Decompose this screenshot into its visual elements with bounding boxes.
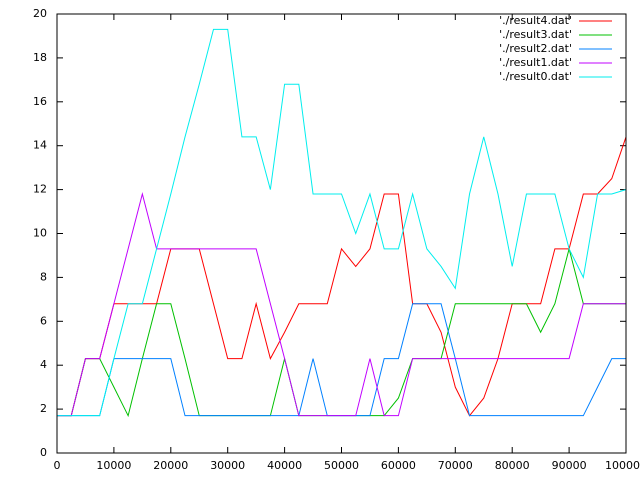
y-tick-label: 6	[40, 314, 47, 327]
x-tick-label: 80000	[495, 459, 530, 472]
y-tick-label: 0	[40, 446, 47, 459]
y-tick-label: 4	[40, 358, 47, 371]
legend-label: './result3.dat'	[499, 28, 572, 41]
y-tick-label: 16	[33, 95, 47, 108]
legend-label: './result1.dat'	[499, 56, 572, 69]
series-line	[57, 191, 626, 417]
x-tick-label: 90000	[552, 459, 587, 472]
x-tick-label: 50000	[324, 459, 359, 472]
series-line	[57, 136, 627, 417]
x-tick-label: 20000	[153, 459, 188, 472]
x-tick-label: 30000	[210, 459, 245, 472]
y-tick-label: 18	[33, 51, 47, 64]
series-line	[57, 28, 627, 417]
x-tick-label: 70000	[438, 459, 473, 472]
y-tick-label: 12	[33, 183, 47, 196]
x-tick-label: 0	[54, 459, 61, 472]
y-tick-label: 8	[40, 270, 47, 283]
y-tick-label: 14	[33, 139, 47, 152]
y-tick-label: 10	[33, 227, 47, 240]
y-tick-label: 2	[40, 402, 47, 415]
legend-label: './result0.dat'	[499, 70, 572, 83]
x-tick-label: 40000	[267, 459, 302, 472]
x-tick-label: 60000	[381, 459, 416, 472]
x-tick-label: 10000	[96, 459, 131, 472]
y-tick-label: 20	[33, 7, 47, 20]
legend-label: './result4.dat'	[499, 14, 572, 27]
plot-border	[56, 13, 627, 454]
legend-label: './result2.dat'	[499, 42, 572, 55]
x-tick-label: 100000	[605, 459, 640, 472]
